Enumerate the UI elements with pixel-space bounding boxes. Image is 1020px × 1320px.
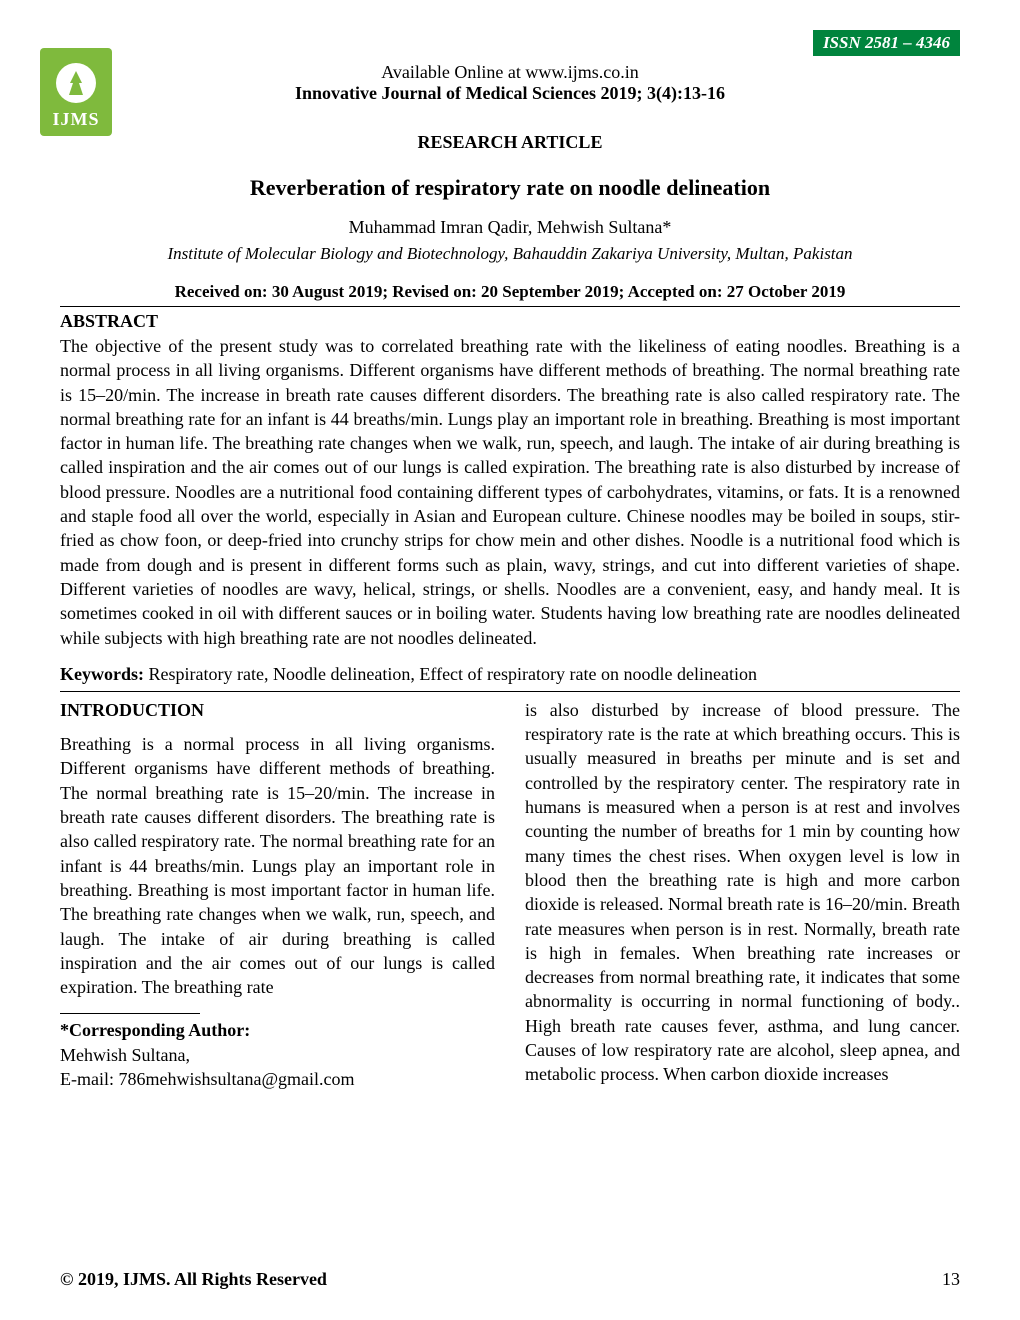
affiliation: Institute of Molecular Biology and Biote… [60, 244, 960, 264]
journal-citation: Innovative Journal of Medical Sciences 2… [60, 83, 960, 104]
abstract-text: The objective of the present study was t… [60, 334, 960, 650]
issn-badge: ISSN 2581 – 4346 [813, 30, 960, 56]
article-title: Reverberation of respiratory rate on noo… [60, 175, 960, 201]
article-dates: Received on: 30 August 2019; Revised on:… [60, 282, 960, 302]
keywords-line: Keywords: Respiratory rate, Noodle delin… [60, 664, 960, 685]
journal-logo: IJMS [40, 48, 112, 136]
available-online-text: Available Online at www.ijms.co.in [60, 62, 960, 83]
authors: Muhammad Imran Qadir, Mehwish Sultana* [60, 217, 960, 238]
corresponding-heading: *Corresponding Author: [60, 1020, 250, 1040]
introduction-heading: INTRODUCTION [60, 698, 495, 722]
body-columns: INTRODUCTION Breathing is a normal proce… [60, 698, 960, 1091]
corresponding-divider [60, 1013, 200, 1014]
keywords-text: Respiratory rate, Noodle delineation, Ef… [144, 664, 757, 684]
article-type: RESEARCH ARTICLE [60, 132, 960, 153]
divider-top [60, 306, 960, 307]
corresponding-name: Mehwish Sultana, [60, 1043, 495, 1067]
introduction-para-2: is also disturbed by increase of blood p… [525, 700, 960, 1084]
keywords-label: Keywords: [60, 664, 144, 684]
copyright-text: © 2019, IJMS. All Rights Reserved [60, 1269, 327, 1290]
page-number: 13 [942, 1269, 960, 1290]
introduction-para-1: Breathing is a normal process in all liv… [60, 734, 495, 997]
logo-text: IJMS [52, 109, 99, 130]
divider-bottom [60, 691, 960, 692]
logo-icon [56, 63, 96, 103]
corresponding-email: E-mail: 786mehwishsultana@gmail.com [60, 1067, 495, 1091]
abstract-heading: ABSTRACT [60, 311, 960, 332]
page-footer: © 2019, IJMS. All Rights Reserved 13 [60, 1269, 960, 1290]
header-block: Available Online at www.ijms.co.in Innov… [60, 62, 960, 104]
